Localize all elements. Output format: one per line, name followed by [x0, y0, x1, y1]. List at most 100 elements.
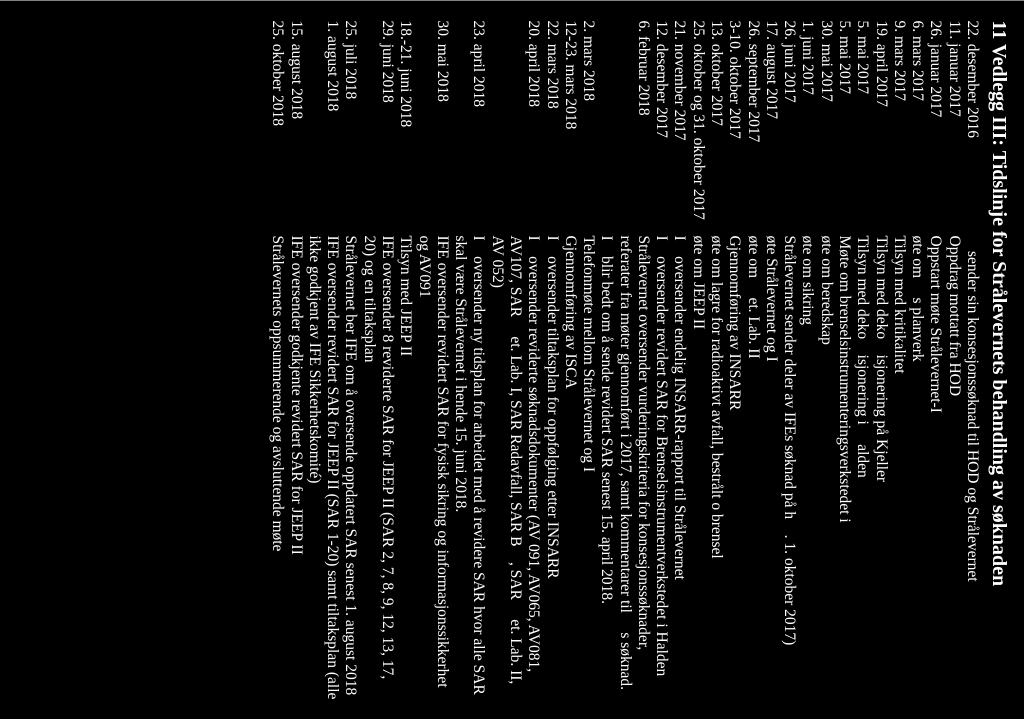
timeline-desc-part: IFE oversender revidert SAR for JEEP II …: [306, 235, 341, 699]
timeline-desc: Oppstart møte Strålevernet-I: [926, 235, 944, 699]
timeline-desc-part: oversender endelig INSARR-rapport til St…: [672, 256, 689, 580]
table-row: 12-23. mars 2018Gjennomføring av ISCA: [561, 20, 579, 699]
timeline-date: 26. januar 2017: [926, 20, 944, 235]
timeline-desc-part: I: [525, 235, 542, 240]
timeline-table: 22. desember 2016 sender sin konsesjonss…: [268, 20, 981, 699]
timeline-desc: IFE oversender 8 reviderte SAR for JEEP …: [359, 235, 396, 699]
timeline-desc: Telefonmøte mellom Strålevernet og I: [579, 235, 597, 699]
timeline-desc-part: Tilsyn med kritikalitet: [891, 235, 908, 373]
timeline-desc-part: et. Lab. I, SAR Radavfall, SAR B: [507, 336, 524, 546]
table-row: 12. desember 2017I oversender revidert S…: [652, 20, 670, 699]
timeline-desc-part: oversender ny tidsplan for arbeidet med …: [452, 235, 487, 694]
timeline-desc-part: Tilsyn med deko: [854, 235, 871, 339]
timeline-date: 30. mai 2018: [414, 20, 451, 235]
timeline-desc-part: Tilsyn med JEEP II: [397, 235, 414, 356]
timeline-desc-part: øte om sikring: [799, 235, 816, 325]
timeline-date: 30. mai 2017: [816, 20, 834, 235]
timeline-date: 25. oktober 2018: [268, 20, 286, 235]
table-row: 6. februar 2018Strålevernet oversender v…: [597, 20, 652, 699]
table-row: 2. mars 2018Telefonmøte mellom Strålever…: [579, 20, 597, 699]
table-row: 1. august 2018IFE oversender revidert SA…: [305, 20, 342, 699]
timeline-date: 19. april 2017: [871, 20, 889, 235]
timeline-desc: øte om lagre for radioaktivt avfall, bes…: [707, 235, 725, 699]
timeline-desc: øte Strålevernet og I: [762, 235, 780, 699]
redaction-gap: [854, 339, 871, 355]
timeline-date: 5. mai 2017: [835, 20, 853, 235]
timeline-desc-part: alden: [854, 444, 871, 478]
timeline-date: 6. mars 2017: [908, 20, 926, 235]
table-row: 22. desember 2016 sender sin konsesjonss…: [963, 20, 981, 699]
table-row: 19. april 2017Tilsyn med deko isjonering…: [871, 20, 889, 699]
table-row: 26. juni 2017Strålevernet sender deler a…: [780, 20, 798, 699]
timeline-date: 5. mai 2017: [853, 20, 871, 235]
timeline-desc: Oppdrag mottatt fra HOD: [944, 235, 962, 699]
table-row: 25. juli 2018Strålevernet ber IFE om å o…: [341, 20, 359, 699]
timeline-desc-part: isjonering i: [854, 354, 871, 428]
timeline-desc-part: I: [470, 235, 487, 240]
timeline-desc: øte om JEEP II: [689, 235, 707, 699]
timeline-date: 25. oktober og 31. oktober 2017: [689, 20, 707, 235]
timeline-date: 26. juni 2017: [780, 20, 798, 235]
redaction-gap: [470, 240, 487, 256]
redaction-gap: [598, 240, 615, 256]
redaction-gap: [544, 240, 561, 256]
timeline-desc-part: s planverk: [909, 297, 926, 361]
table-row: 30. mai 2018IFE oversender revidert SAR …: [414, 20, 451, 699]
timeline-date: 25. juli 2018: [341, 20, 359, 235]
timeline-desc-part: I: [544, 235, 561, 240]
timeline-desc-part: øte om beredskap: [818, 235, 835, 344]
timeline-date: 1. juni 2017: [798, 20, 816, 235]
timeline-desc: I oversender reviderte søknadsdokumenter…: [487, 235, 542, 699]
timeline-desc: Strålevernet oversender vurderingskriter…: [597, 235, 652, 699]
timeline-desc-part: Strålevernet ber IFE om å oversende oppd…: [342, 235, 359, 695]
table-row: 17. august 2017øte Strålevernet og I: [762, 20, 780, 699]
timeline-desc-part: blir bedt om å sende revidert SAR senest…: [598, 256, 615, 604]
redaction-gap: [964, 235, 981, 251]
timeline-desc-part: I: [653, 235, 670, 240]
timeline-date: 18.-21. juni 2018: [396, 20, 414, 235]
timeline-desc-part: . 1. oktober 2017): [781, 534, 798, 645]
document-title: 11 Vedlegg III: Tidslinje for Strålevern…: [987, 20, 1010, 699]
timeline-desc-part: øte om JEEP II: [690, 235, 707, 329]
timeline-desc-part: Strålevernet sender deler av IFEs søknad…: [781, 235, 798, 519]
timeline-date: 13. oktober 2017: [707, 20, 725, 235]
timeline-desc-part: Møte om brenselsinstrumenteringsverksted…: [836, 235, 853, 522]
table-row: 23. april 2018I oversender ny tidsplan f…: [451, 20, 488, 699]
timeline-desc: I oversender revidert SAR for Brenselsin…: [652, 235, 670, 699]
page-root: 11 Vedlegg III: Tidslinje for Strålevern…: [0, 0, 1024, 719]
timeline-desc: øte om et. Lab. II: [743, 235, 761, 699]
timeline-desc: sender sin konsesjonssøknad til HOD og S…: [963, 235, 981, 699]
table-row: 6. mars 2017øte om s planverk: [908, 20, 926, 699]
redaction-gap: [909, 282, 926, 298]
timeline-date: 9. mars 2017: [890, 20, 908, 235]
timeline-desc: Møte om brenselsinstrumenteringsverksted…: [835, 235, 853, 699]
timeline-desc: I oversender endelig INSARR-rapport til …: [670, 235, 688, 699]
table-row: 26. januar 2017Oppstart møte Stråleverne…: [926, 20, 944, 699]
timeline-desc-part: Telefonmøte mellom Strålevernet og I: [580, 235, 597, 472]
timeline-desc: I oversender ny tidsplan for arbeidet me…: [451, 235, 488, 699]
redaction-gap: [781, 519, 798, 535]
timeline-desc-part: øte om: [909, 235, 926, 282]
timeline-date: 6. februar 2018: [597, 20, 652, 235]
timeline-desc: Tilsyn med deko isjonering i alden: [853, 235, 871, 699]
timeline-desc: Tilsyn med JEEP II: [396, 235, 414, 699]
timeline-desc-part: , SAR: [507, 562, 524, 604]
redaction-gap: [854, 428, 871, 444]
table-row: 11. januar 2017Oppdrag mottatt fra HOD: [944, 20, 962, 699]
table-row: 5. mai 2017Tilsyn med deko isjonering i …: [853, 20, 871, 699]
table-row: 22. mars 2018I oversender tiltaksplan fo…: [542, 20, 560, 699]
timeline-desc: I oversender tiltaksplan for oppfølging …: [542, 235, 560, 699]
timeline-desc: Tilsyn med kritikalitet: [890, 235, 908, 699]
table-row: 30. mai 2017øte om beredskap: [816, 20, 834, 699]
table-row: 29. juni 2018IFE oversender 8 reviderte …: [359, 20, 396, 699]
timeline-date: 21. november 2017: [670, 20, 688, 235]
redaction-gap: [653, 240, 670, 256]
redaction-gap: [672, 240, 689, 256]
redaction-gap: [617, 616, 634, 632]
redaction-gap: [873, 339, 890, 355]
timeline-desc: øte om s planverk: [908, 235, 926, 699]
timeline-desc-part: oversender revidert SAR for Brenselsinst…: [653, 256, 670, 676]
redaction-gap: [745, 282, 762, 298]
table-row: 25. oktober 2018Strålevernets oppsummere…: [268, 20, 286, 699]
timeline-desc: IFE oversender godkjente revidert SAR fo…: [286, 235, 304, 699]
